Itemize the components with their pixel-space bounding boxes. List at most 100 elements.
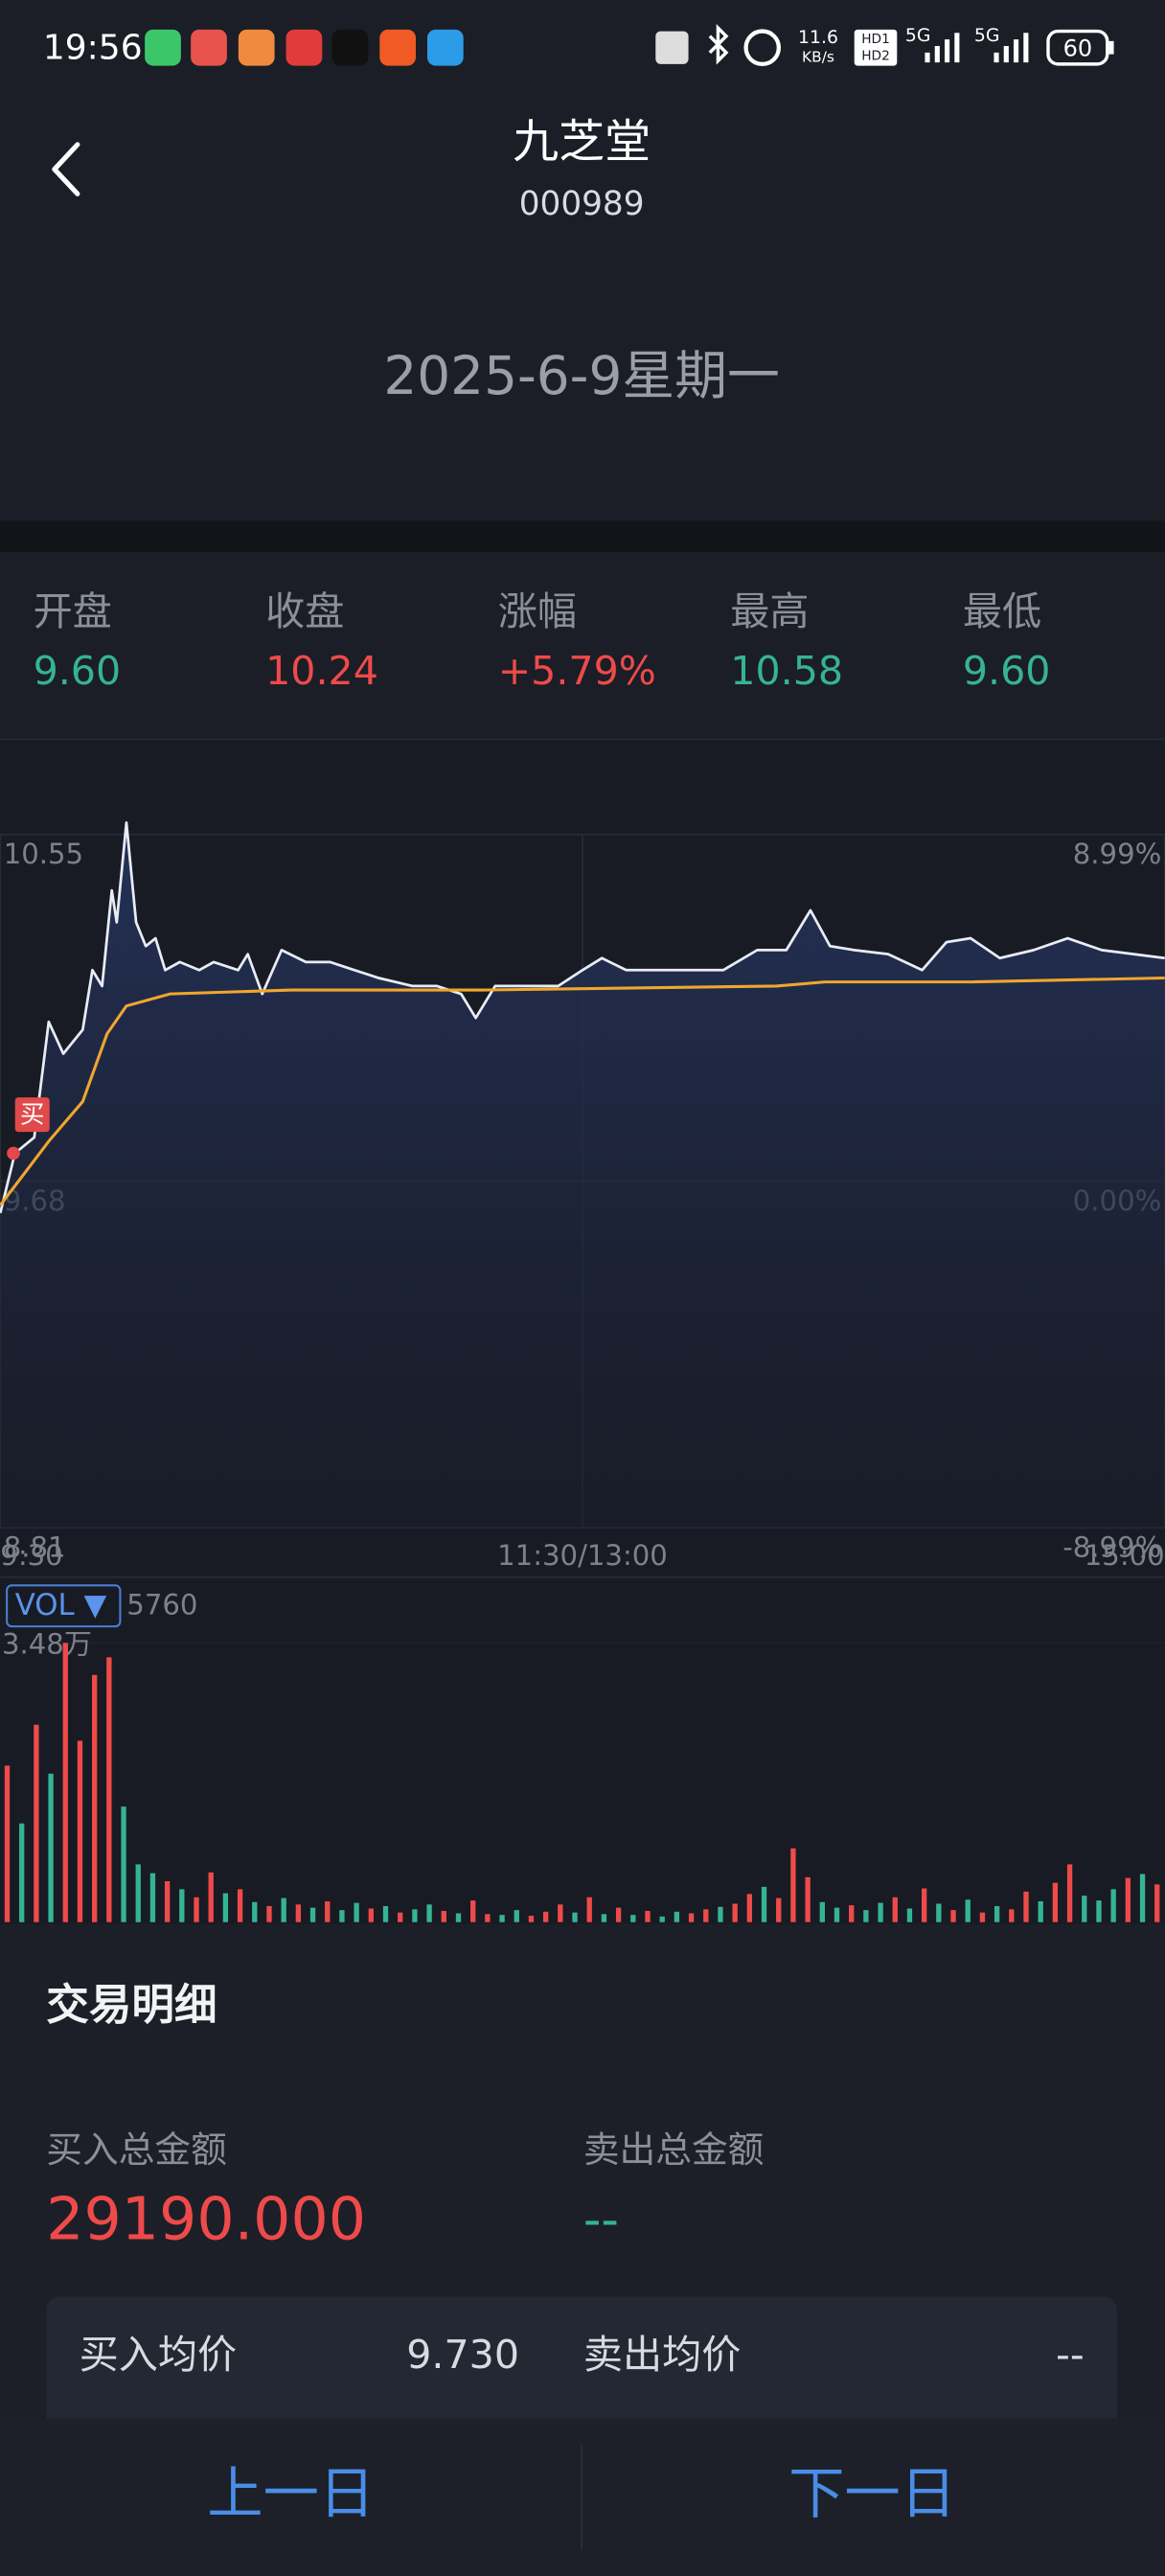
y2-tick-label: 8.99% — [1073, 838, 1162, 870]
volume-bar — [659, 1916, 665, 1922]
x-tick-label: 15:00 — [1085, 1539, 1165, 1572]
volume-bar — [1052, 1882, 1059, 1922]
volume-bar — [1110, 1889, 1116, 1922]
volume-bar — [732, 1903, 738, 1922]
volume-bar — [819, 1901, 825, 1922]
volume-bar — [222, 1893, 229, 1922]
volume-bar — [834, 1907, 840, 1922]
summary-value: 9.60 — [34, 648, 122, 694]
volume-bar — [121, 1806, 126, 1922]
buy-avg-label: 买入均价 — [80, 2332, 238, 2378]
volume-bar — [149, 1873, 156, 1922]
buy-total: 29190.000 — [46, 2185, 366, 2254]
volume-bar — [48, 1773, 54, 1922]
volume-bar — [863, 1910, 869, 1922]
buy-avg: 9.730 — [406, 2332, 519, 2378]
volume-bar — [470, 1900, 476, 1922]
summary-row: 开盘 9.60 收盘 10.24 涨幅 +5.79% 最高 10.58 最低 9.60 — [34, 588, 1051, 694]
volume-bar — [92, 1674, 98, 1922]
trade-date: 2025-6-9星期一 — [383, 345, 779, 406]
volume-bar — [805, 1876, 811, 1922]
volume-bar — [62, 1643, 68, 1922]
volume-bar — [426, 1904, 432, 1922]
volume-bar — [135, 1864, 141, 1922]
volume-bar — [776, 1898, 782, 1922]
price-area — [0, 822, 1165, 1529]
volume-bar — [761, 1886, 767, 1922]
app-icons — [145, 29, 464, 66]
volume-bar — [368, 1908, 374, 1922]
sell-avg: -- — [1056, 2332, 1085, 2378]
status-icons — [655, 24, 781, 66]
back-button[interactable] — [52, 142, 80, 196]
average-price-box — [46, 2296, 1117, 2445]
volume-bar — [499, 1915, 505, 1922]
signal-1: 5G — [905, 26, 931, 46]
volume-bar — [630, 1915, 636, 1922]
volume-bar — [441, 1910, 446, 1922]
volume-bar — [309, 1907, 316, 1922]
buy-marker-box — [14, 1097, 50, 1133]
volume-bar — [1139, 1874, 1146, 1922]
volume-bar — [688, 1913, 695, 1922]
summary-value: 9.60 — [963, 648, 1051, 694]
volume-bar — [237, 1889, 243, 1922]
summary-label: 收盘 — [265, 588, 344, 634]
volume-bar — [1125, 1877, 1131, 1922]
volume-bar — [382, 1905, 389, 1922]
volume-bar — [1082, 1896, 1087, 1922]
volume-bar — [936, 1903, 942, 1922]
summary-label: 涨幅 — [498, 588, 577, 634]
volume-bar — [412, 1909, 418, 1922]
volume-bar — [542, 1911, 549, 1922]
volume-bar — [572, 1912, 578, 1922]
volume-bar — [994, 1905, 1000, 1922]
network-speed: 11.6 — [798, 28, 838, 48]
prev-day-button[interactable]: 上一日 — [207, 2461, 375, 2526]
volume-bar — [77, 1740, 83, 1922]
stock-name: 九芝堂 — [513, 115, 651, 169]
volume-bar — [34, 1724, 39, 1922]
battery-level: 60 — [1063, 34, 1093, 61]
volume-bar — [194, 1897, 199, 1922]
sell-total: -- — [583, 2191, 619, 2248]
buy-marker: 买 — [20, 1101, 45, 1130]
section-divider — [0, 520, 1165, 552]
volume-bar — [849, 1905, 855, 1922]
volume-bar — [281, 1898, 286, 1922]
volume-chart: VOL ▼ 5760 3.48万 — [0, 1584, 1165, 1922]
volume-bar — [674, 1911, 680, 1922]
status-time: 19:56 — [43, 28, 143, 67]
volume-bar — [164, 1881, 171, 1922]
volume-bar — [398, 1912, 403, 1922]
volume-bar — [354, 1902, 359, 1922]
summary-value: 10.58 — [730, 648, 843, 694]
volume-bar — [1096, 1900, 1102, 1922]
current-volume: 5760 — [126, 1589, 197, 1622]
y-tick-label: 3.48万 — [2, 1628, 92, 1661]
volume-bar — [718, 1906, 723, 1922]
volume-bar — [601, 1914, 607, 1922]
volume-bar — [252, 1901, 258, 1922]
buy-total-label: 买入总金额 — [46, 2128, 227, 2171]
volume-bar — [179, 1889, 185, 1922]
volume-bar — [1038, 1900, 1043, 1922]
volume-bar — [878, 1902, 883, 1922]
sell-avg-label: 卖出均价 — [583, 2332, 742, 2378]
speed-unit: KB/s — [802, 48, 834, 65]
indicator-label: VOL ▼ — [15, 1588, 107, 1622]
next-day-button[interactable]: 下一日 — [788, 2461, 956, 2526]
volume-bar — [790, 1848, 796, 1922]
summary-value: 10.24 — [265, 648, 378, 694]
x-tick-label: 9:30 — [0, 1539, 62, 1572]
volume-bar — [1154, 1884, 1160, 1922]
volume-bar — [1023, 1891, 1029, 1922]
x-tick-label: 11:30/13:00 — [497, 1539, 668, 1572]
volume-bar — [485, 1914, 491, 1922]
volume-bar — [586, 1897, 592, 1922]
volume-bar — [1009, 1909, 1015, 1922]
volume-bar — [950, 1910, 956, 1922]
stock-code: 000989 — [519, 185, 645, 223]
